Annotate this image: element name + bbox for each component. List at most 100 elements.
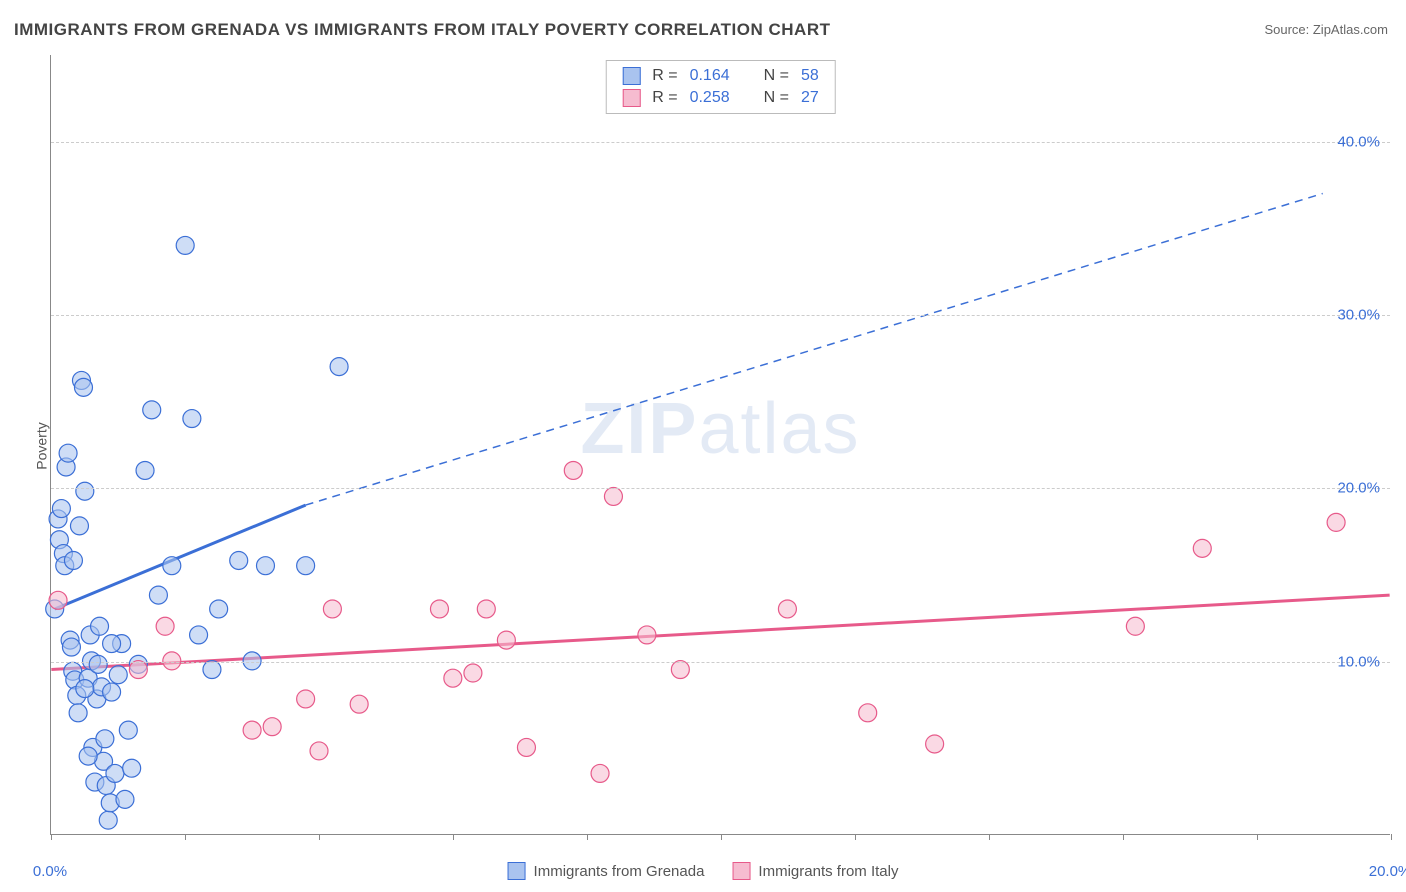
legend-swatch-italy-icon: [732, 862, 750, 880]
data-point-grenada: [91, 617, 109, 635]
data-point-grenada: [103, 683, 121, 701]
data-point-italy: [310, 742, 328, 760]
source-value: ZipAtlas.com: [1313, 22, 1388, 37]
data-point-italy: [564, 461, 582, 479]
stats-row-grenada: R =0.164N =58: [606, 65, 835, 87]
data-point-italy: [464, 664, 482, 682]
data-point-grenada: [59, 444, 77, 462]
x-tick: [855, 834, 856, 840]
data-point-italy: [591, 764, 609, 782]
data-point-grenada: [70, 517, 88, 535]
x-tick: [185, 834, 186, 840]
y-tick-label: 20.0%: [1337, 480, 1380, 497]
data-point-grenada: [64, 551, 82, 569]
data-point-grenada: [210, 600, 228, 618]
data-point-grenada: [99, 811, 117, 829]
data-point-italy: [49, 591, 67, 609]
data-point-italy: [1126, 617, 1144, 635]
legend-label: Immigrants from Italy: [758, 863, 898, 880]
data-point-grenada: [103, 635, 121, 653]
data-point-grenada: [230, 551, 248, 569]
y-axis-label: Poverty: [34, 422, 50, 469]
data-point-italy: [323, 600, 341, 618]
stats-R-label: R =: [652, 67, 677, 85]
data-point-italy: [517, 738, 535, 756]
data-point-grenada: [149, 586, 167, 604]
x-tick: [721, 834, 722, 840]
data-point-grenada: [203, 661, 221, 679]
data-point-grenada: [176, 236, 194, 254]
chart-title: IMMIGRANTS FROM GRENADA VS IMMIGRANTS FR…: [14, 20, 831, 40]
swatch-italy-icon: [622, 89, 640, 107]
data-point-grenada: [89, 655, 107, 673]
data-point-grenada: [143, 401, 161, 419]
stats-N-label: N =: [764, 67, 789, 85]
data-point-grenada: [116, 790, 134, 808]
data-point-grenada: [256, 557, 274, 575]
legend-swatch-grenada-icon: [508, 862, 526, 880]
legend-item-grenada: Immigrants from Grenada: [508, 862, 705, 880]
data-point-italy: [243, 721, 261, 739]
data-point-italy: [497, 631, 515, 649]
x-tick-label: 20.0%: [1369, 863, 1406, 880]
data-point-italy: [477, 600, 495, 618]
x-tick: [319, 834, 320, 840]
data-point-italy: [1327, 513, 1345, 531]
gridline: [51, 662, 1390, 663]
data-point-grenada: [123, 759, 141, 777]
stats-N-label: N =: [764, 89, 789, 107]
data-point-italy: [1193, 539, 1211, 557]
data-point-grenada: [76, 680, 94, 698]
swatch-grenada-icon: [622, 67, 640, 85]
gridline: [51, 315, 1390, 316]
stats-R-value: 0.258: [690, 89, 730, 107]
data-point-italy: [859, 704, 877, 722]
data-point-grenada: [109, 666, 127, 684]
data-point-italy: [350, 695, 368, 713]
x-tick: [1391, 834, 1392, 840]
data-point-grenada: [76, 482, 94, 500]
data-point-italy: [156, 617, 174, 635]
data-point-grenada: [52, 500, 70, 518]
data-point-italy: [297, 690, 315, 708]
data-point-grenada: [106, 764, 124, 782]
data-point-grenada: [119, 721, 137, 739]
source-label: Source:: [1264, 22, 1312, 37]
x-tick: [587, 834, 588, 840]
data-point-italy: [430, 600, 448, 618]
data-point-grenada: [136, 461, 154, 479]
y-tick-label: 10.0%: [1337, 653, 1380, 670]
data-point-italy: [444, 669, 462, 687]
data-point-grenada: [62, 638, 80, 656]
y-tick-label: 40.0%: [1337, 133, 1380, 150]
data-point-grenada: [190, 626, 208, 644]
stats-R-label: R =: [652, 89, 677, 107]
data-point-italy: [926, 735, 944, 753]
data-point-grenada: [69, 704, 87, 722]
data-point-grenada: [74, 378, 92, 396]
data-point-grenada: [183, 410, 201, 428]
plot-area: ZIPatlas R =0.164N =58R =0.258N =27 10.0…: [50, 55, 1390, 835]
data-point-italy: [638, 626, 656, 644]
data-point-grenada: [297, 557, 315, 575]
x-tick: [989, 834, 990, 840]
x-tick: [453, 834, 454, 840]
data-point-italy: [263, 718, 281, 736]
x-tick: [1257, 834, 1258, 840]
data-point-italy: [778, 600, 796, 618]
data-point-grenada: [96, 730, 114, 748]
chart-area: ZIPatlas R =0.164N =58R =0.258N =27 10.0…: [50, 55, 1390, 835]
series-legend: Immigrants from Grenada Immigrants from I…: [508, 862, 899, 880]
stats-legend-box: R =0.164N =58R =0.258N =27: [605, 60, 836, 114]
data-point-grenada: [163, 557, 181, 575]
stats-N-value: 58: [801, 67, 819, 85]
legend-item-italy: Immigrants from Italy: [732, 862, 898, 880]
x-tick-label: 0.0%: [33, 863, 67, 880]
legend-label: Immigrants from Grenada: [534, 863, 705, 880]
data-point-grenada: [330, 358, 348, 376]
data-point-italy: [671, 661, 689, 679]
gridline: [51, 488, 1390, 489]
points-svg: [51, 55, 1390, 834]
x-tick: [51, 834, 52, 840]
data-point-italy: [604, 487, 622, 505]
